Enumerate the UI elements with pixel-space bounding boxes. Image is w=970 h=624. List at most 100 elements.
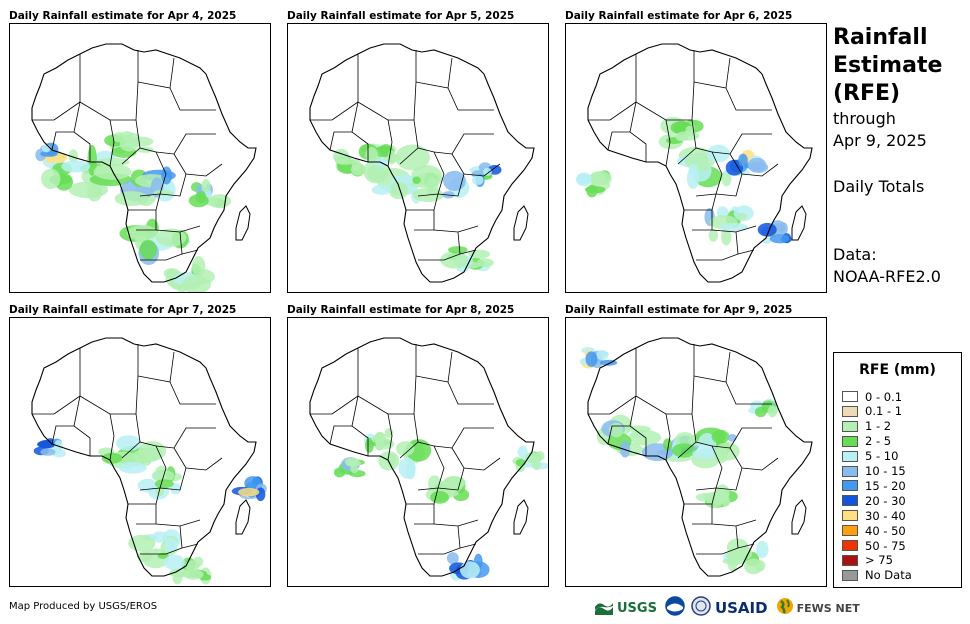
country-border <box>711 151 723 195</box>
legend-swatch <box>842 391 858 402</box>
country-border <box>73 395 81 427</box>
country-border <box>666 375 695 415</box>
country-border <box>695 173 743 197</box>
country-border <box>137 351 175 383</box>
map-panel-apr-8: Daily Rainfall estimate for Apr 8, 2025 <box>287 303 549 587</box>
usaid-logo-text: USAID <box>714 599 768 617</box>
legend-label: 40 - 50 <box>865 523 906 538</box>
country-border <box>173 447 223 471</box>
legend-swatch <box>842 405 858 417</box>
madagascar-outline <box>791 499 807 535</box>
country-border <box>53 54 81 121</box>
country-border <box>417 467 465 491</box>
legend-item: 5 - 10 <box>842 449 898 464</box>
usgs-logo-icon <box>595 601 613 615</box>
country-border <box>181 249 199 255</box>
legend-label: > 75 <box>865 553 893 568</box>
country-border <box>459 249 477 255</box>
country-border <box>329 425 369 456</box>
country-border <box>711 133 772 155</box>
legend-item: 1 - 2 <box>842 419 891 434</box>
legend-swatch <box>842 525 858 537</box>
country-border <box>351 101 359 133</box>
legend-label: 30 - 40 <box>865 508 906 523</box>
panel-title: Daily Rainfall estimate for Apr 4, 2025 <box>9 10 237 22</box>
rainfall-cell <box>755 540 769 559</box>
rainfall-cell <box>714 490 729 502</box>
legend-item: No Data <box>842 568 912 583</box>
rainfall-cell <box>126 225 158 241</box>
country-border <box>79 395 115 437</box>
legend-swatch <box>842 435 858 447</box>
country-border <box>693 57 731 89</box>
rainfall-cell <box>398 457 416 479</box>
country-border <box>459 543 477 549</box>
rainfall-cell <box>350 465 359 474</box>
country-border <box>433 210 479 233</box>
rainfall-cell <box>136 146 154 153</box>
rainfall-map <box>565 23 827 293</box>
map-panel-apr-6: Daily Rainfall estimate for Apr 6, 2025 <box>565 9 827 293</box>
rainfall-cell <box>596 349 609 361</box>
map-panel-apr-4: Daily Rainfall estimate for Apr 4, 2025 <box>9 9 271 293</box>
legend-item: 10 - 15 <box>842 464 906 479</box>
country-border <box>110 81 139 121</box>
country-border <box>415 57 453 89</box>
rainfall-cell <box>40 150 58 157</box>
country-border <box>155 504 201 527</box>
country-border <box>399 147 419 165</box>
rainfall-cell <box>586 184 598 198</box>
country-border <box>121 441 141 459</box>
rainfall-cell <box>708 228 719 242</box>
country-border <box>711 504 757 527</box>
madagascar-outline <box>235 205 251 241</box>
country-border <box>387 435 393 461</box>
country-border <box>696 231 739 261</box>
madagascar-outline <box>513 499 529 535</box>
legend-item: 15 - 20 <box>842 478 906 493</box>
country-border <box>109 141 115 167</box>
country-border <box>729 153 779 177</box>
legend-swatch <box>842 510 858 522</box>
rainfall-cell <box>137 551 153 563</box>
country-border <box>140 231 183 261</box>
legend-item: 20 - 30 <box>842 493 906 508</box>
coastline <box>31 337 257 577</box>
rainfall-cell <box>576 172 592 187</box>
country-border <box>433 133 494 155</box>
rainfall-cell <box>191 256 206 277</box>
rainfall-cell <box>396 441 415 456</box>
country-border <box>695 467 743 491</box>
country-border <box>121 147 141 165</box>
country-border <box>387 141 393 167</box>
country-border <box>607 425 647 456</box>
fewsnet-logo-text: FEWS NET <box>796 601 860 615</box>
country-border <box>725 87 772 111</box>
rainfall-cell <box>163 554 185 571</box>
country-border <box>696 525 739 555</box>
coastline <box>587 337 813 577</box>
country-border <box>737 543 755 549</box>
rainfall-cell <box>477 258 494 268</box>
rainfall-cell <box>412 176 421 184</box>
legend-swatch <box>842 554 858 566</box>
coastline <box>309 43 535 283</box>
country-border <box>447 87 494 111</box>
rainfall-map <box>9 317 271 587</box>
country-border <box>351 395 359 427</box>
legend-swatch <box>842 480 858 492</box>
rainfall-cell <box>430 491 449 504</box>
country-border <box>433 504 479 527</box>
country-border <box>433 445 445 489</box>
rainfall-cell <box>68 149 79 163</box>
rainfall-cell <box>52 449 67 458</box>
legend-label: 5 - 10 <box>865 449 899 464</box>
rainfall-cell <box>727 434 737 442</box>
rainfall-cell <box>483 167 492 176</box>
rainfall-map <box>565 317 827 587</box>
country-border <box>139 467 187 491</box>
country-border <box>451 153 501 177</box>
legend-label: 2 - 5 <box>865 434 892 449</box>
rainfall-cell <box>335 158 356 165</box>
panel-title: Daily Rainfall estimate for Apr 7, 2025 <box>9 304 237 316</box>
